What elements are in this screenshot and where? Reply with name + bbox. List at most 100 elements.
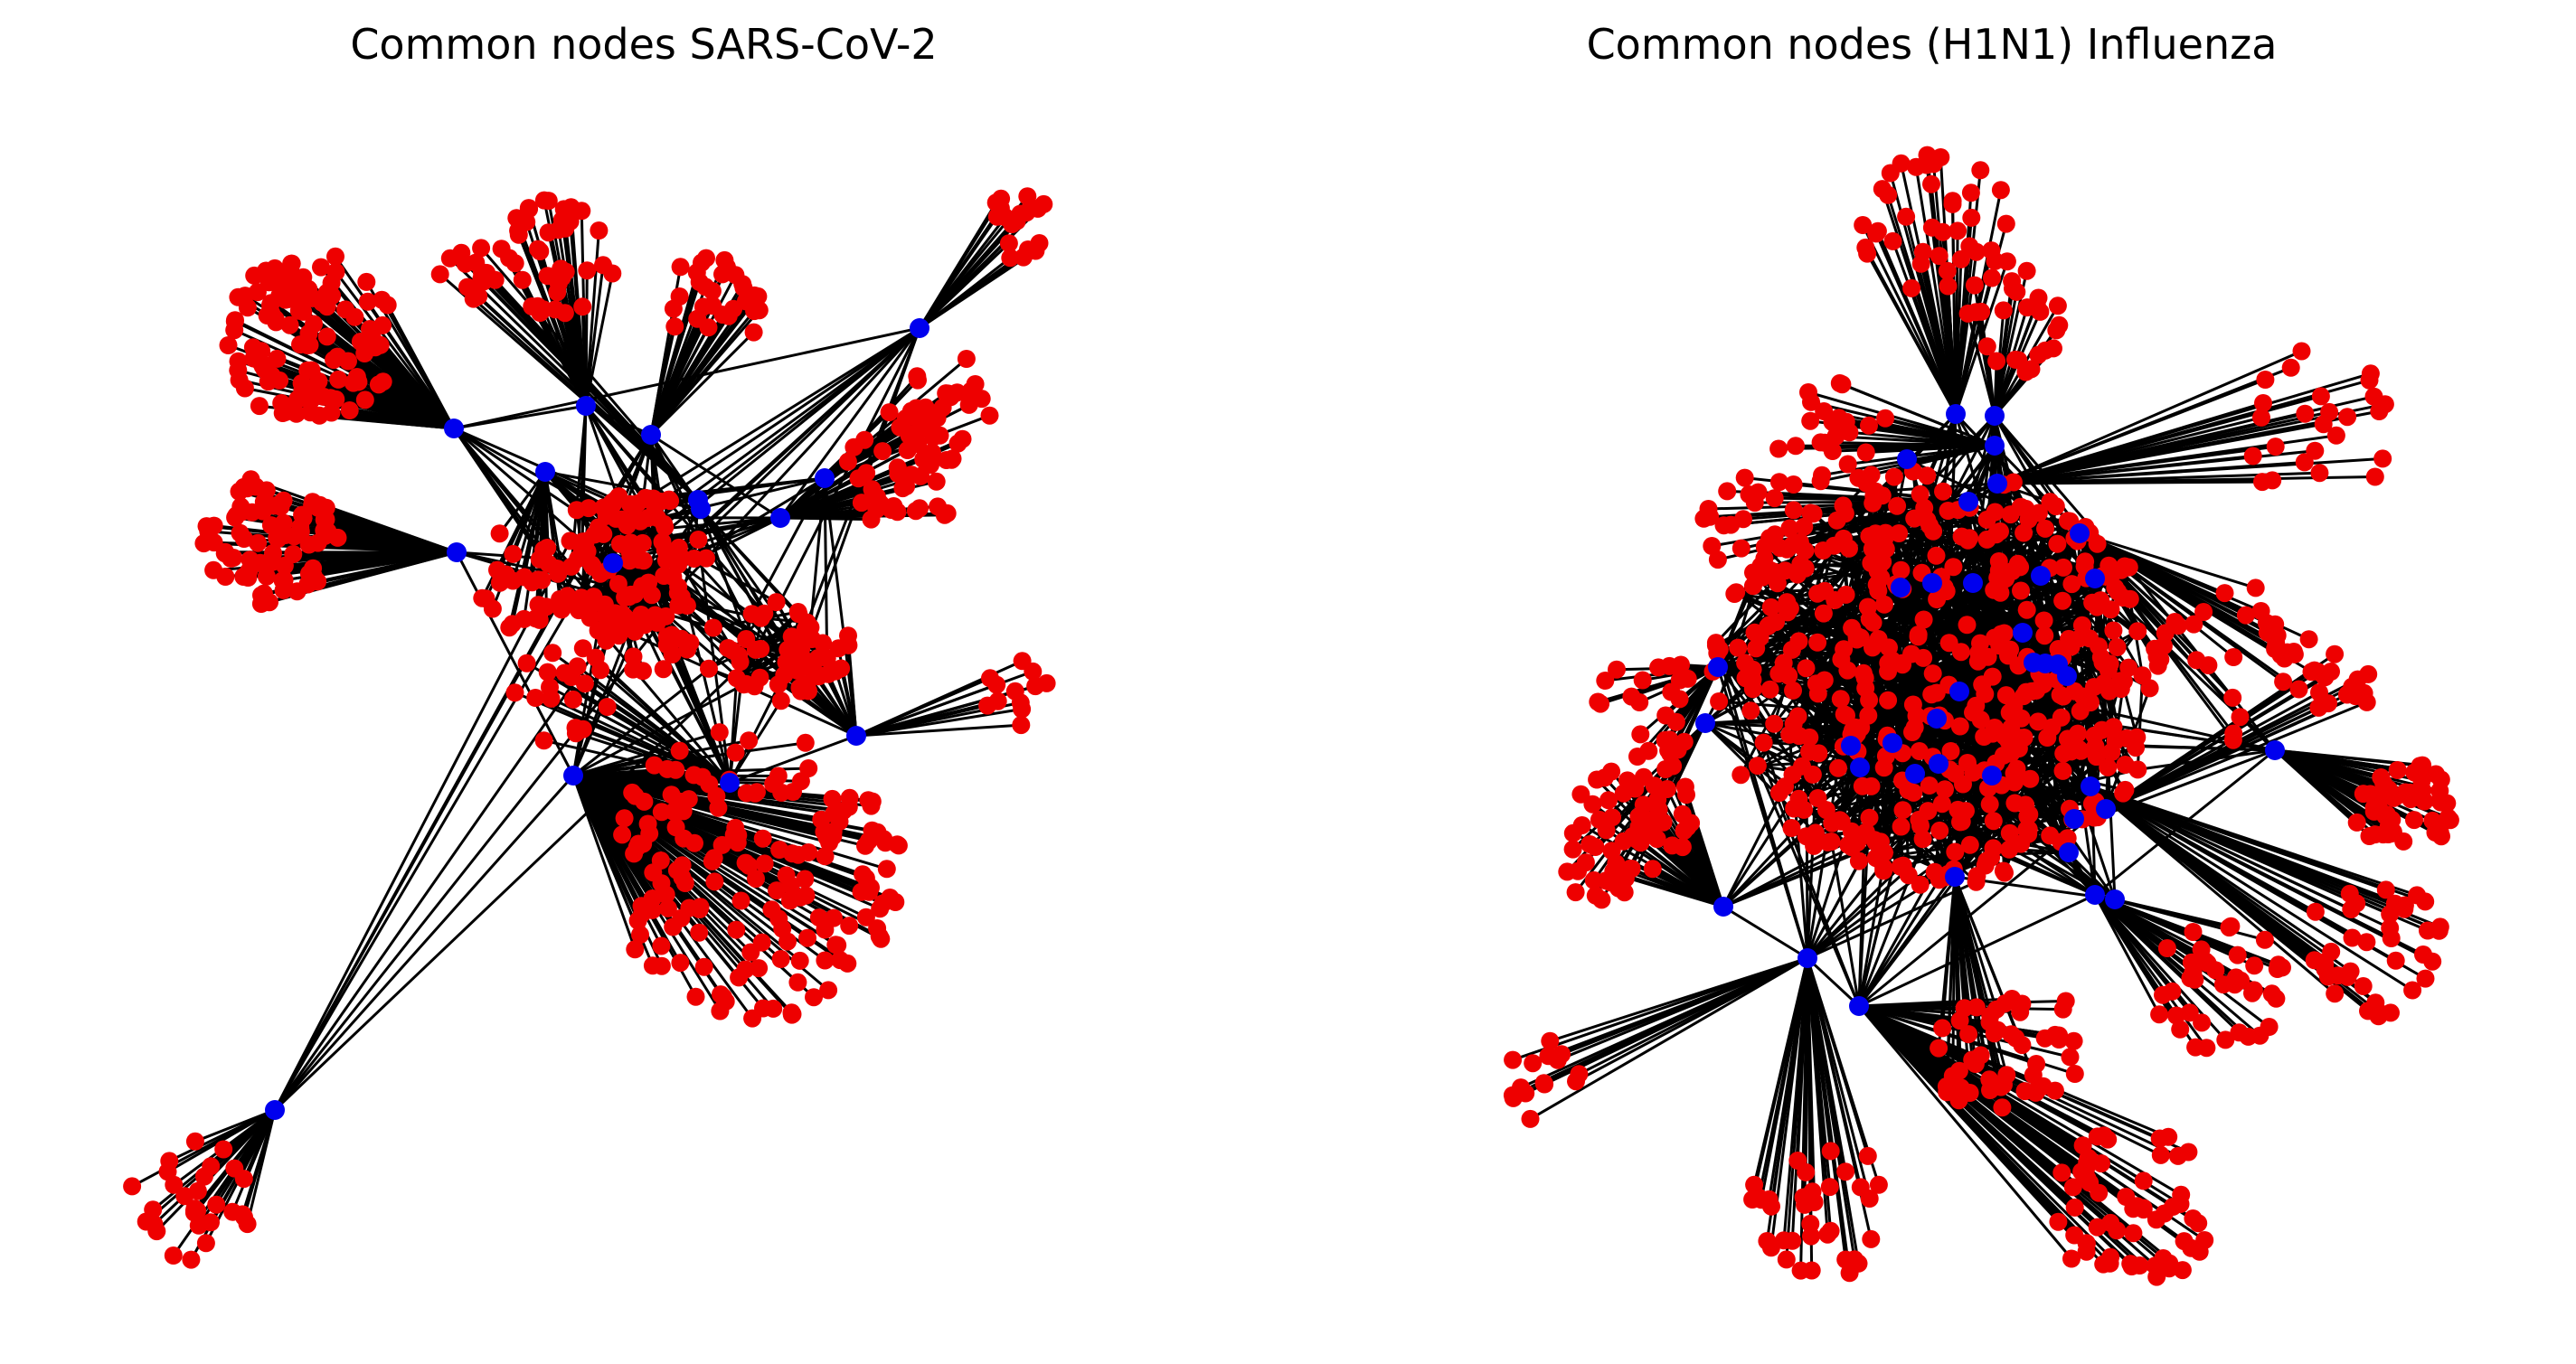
peripheral-node <box>2316 955 2335 974</box>
peripheral-node <box>2000 703 2019 722</box>
peripheral-node <box>750 301 769 320</box>
peripheral-node <box>2182 953 2201 972</box>
peripheral-node <box>690 273 709 291</box>
peripheral-node <box>483 599 502 618</box>
peripheral-node <box>2053 591 2072 610</box>
network-edge <box>650 433 781 520</box>
peripheral-node <box>2254 394 2272 412</box>
peripheral-node <box>1927 546 1946 565</box>
peripheral-node <box>1977 530 1996 549</box>
peripheral-node <box>694 957 713 976</box>
peripheral-node <box>908 367 927 386</box>
peripheral-node <box>2029 712 2048 731</box>
peripheral-node <box>555 663 574 682</box>
peripheral-node <box>1814 604 1833 623</box>
peripheral-node <box>2281 358 2300 377</box>
peripheral-node <box>2012 834 2031 853</box>
peripheral-node <box>2357 933 2376 952</box>
peripheral-node <box>712 835 731 854</box>
peripheral-node <box>1936 780 1954 799</box>
network-edge <box>1529 956 1808 1121</box>
peripheral-node <box>251 595 270 613</box>
peripheral-node <box>1672 655 1690 674</box>
peripheral-node <box>2130 1256 2149 1275</box>
peripheral-node <box>304 288 322 307</box>
peripheral-node <box>1913 830 1932 849</box>
peripheral-node <box>1851 1178 1870 1197</box>
panel-title-sars-cov-2: Common nodes SARS-CoV-2 <box>350 20 938 69</box>
peripheral-node <box>1634 767 1653 786</box>
peripheral-node <box>1808 633 1827 652</box>
peripheral-node <box>1741 701 1760 720</box>
peripheral-node <box>2049 1212 2068 1231</box>
peripheral-node <box>823 789 842 808</box>
peripheral-node <box>615 809 634 828</box>
peripheral-node <box>744 323 763 342</box>
common-node <box>444 419 464 438</box>
peripheral-node <box>517 654 536 673</box>
peripheral-node <box>675 874 694 892</box>
peripheral-node <box>805 988 823 1007</box>
peripheral-node <box>1873 180 1892 199</box>
peripheral-node <box>2416 969 2435 988</box>
peripheral-node <box>2322 663 2340 681</box>
peripheral-node <box>1914 648 1933 667</box>
common-node <box>2081 776 2100 796</box>
peripheral-node <box>216 568 235 586</box>
common-node <box>1897 449 1917 469</box>
peripheral-node <box>1765 489 1784 508</box>
peripheral-node <box>872 929 891 948</box>
peripheral-node <box>801 618 820 637</box>
common-node <box>1850 757 1870 777</box>
peripheral-node <box>1803 765 1822 784</box>
peripheral-node <box>1760 1190 1779 1209</box>
peripheral-node <box>1708 550 1727 569</box>
peripheral-node <box>578 261 597 280</box>
common-node <box>641 425 661 445</box>
peripheral-node <box>916 398 935 417</box>
network-edge <box>1996 379 2370 485</box>
peripheral-node <box>2278 643 2297 662</box>
network-edge <box>455 551 575 776</box>
peripheral-node <box>980 406 999 425</box>
peripheral-node <box>1971 710 1990 729</box>
peripheral-node <box>2296 404 2315 423</box>
peripheral-node <box>2119 658 2138 677</box>
peripheral-node <box>2027 1081 2046 1100</box>
network-edge <box>855 676 991 738</box>
peripheral-node <box>987 207 1006 226</box>
network-edge <box>1861 224 1958 415</box>
network-edge <box>649 331 755 437</box>
peripheral-node <box>2062 1249 2081 1268</box>
peripheral-node <box>1892 154 1911 173</box>
peripheral-node <box>1883 231 1902 250</box>
peripheral-node <box>1826 427 1845 446</box>
peripheral-node <box>1629 807 1648 826</box>
peripheral-node <box>1989 552 2008 570</box>
peripheral-node <box>1928 590 1947 608</box>
peripheral-node <box>623 783 642 802</box>
peripheral-node <box>257 261 276 280</box>
peripheral-node <box>2088 534 2107 553</box>
peripheral-node <box>2150 1005 2169 1024</box>
peripheral-node <box>1769 664 1788 683</box>
peripheral-node <box>317 283 336 302</box>
common-node <box>603 553 623 573</box>
peripheral-node <box>839 635 858 654</box>
peripheral-node <box>1993 1098 2012 1117</box>
peripheral-node <box>1996 569 2015 588</box>
peripheral-node <box>2052 1163 2071 1182</box>
peripheral-node <box>2099 1130 2118 1149</box>
peripheral-node <box>1541 1031 1560 1050</box>
common-node <box>563 766 583 785</box>
peripheral-node <box>1913 242 1932 261</box>
peripheral-node <box>552 600 571 619</box>
peripheral-node <box>373 315 392 334</box>
nodes-h1n1 <box>1503 146 2459 1286</box>
peripheral-node <box>2012 581 2030 600</box>
peripheral-node <box>748 783 766 802</box>
peripheral-node <box>1789 789 1808 808</box>
peripheral-node <box>783 844 802 863</box>
peripheral-node <box>1869 1175 1888 1194</box>
peripheral-node <box>2118 729 2137 748</box>
